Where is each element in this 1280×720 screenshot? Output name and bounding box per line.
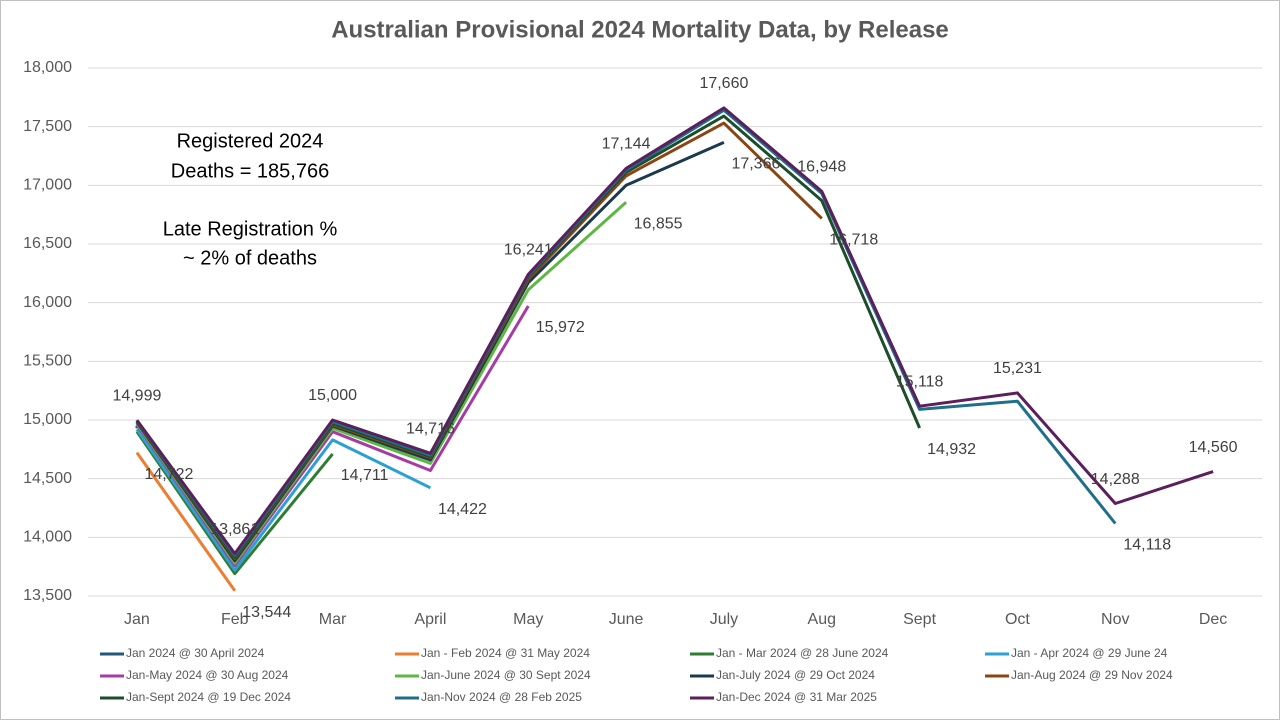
legend-label: Jan-May 2024 @ 30 Aug 2024: [126, 668, 289, 682]
data-label: 17,144: [602, 136, 651, 153]
data-label: 14,999: [112, 387, 161, 404]
legend-label: Jan-June 2024 @ 30 Sept 2024: [421, 668, 591, 682]
y-tick-label: 14,000: [23, 529, 72, 546]
data-label: 17,660: [699, 75, 748, 92]
annotation: Late Registration %: [163, 218, 338, 240]
legend-label: Jan-Aug 2024 @ 29 Nov 2024: [1011, 668, 1173, 682]
data-label: 14,711: [341, 467, 389, 484]
annotation: ~ 2% of deaths: [183, 247, 317, 269]
y-tick-label: 15,500: [23, 353, 72, 370]
series-line: [135, 428, 432, 572]
series-line: [135, 430, 334, 576]
data-label: 14,722: [144, 466, 193, 483]
x-tick-label: Jan: [124, 611, 150, 628]
y-tick-label: 18,000: [23, 59, 72, 76]
y-tick-label: 14,500: [23, 470, 72, 487]
data-label: 14,118: [1123, 537, 1171, 554]
annotation: Registered 2024: [177, 130, 324, 152]
y-tick-label: 17,500: [23, 118, 72, 135]
x-tick-label: Mar: [319, 611, 347, 628]
x-tick-label: June: [609, 611, 644, 628]
data-label: 15,972: [536, 319, 585, 336]
data-label: 14,716: [406, 421, 455, 438]
data-label: 14,932: [927, 441, 976, 458]
x-tick-label: Nov: [1101, 611, 1129, 628]
data-label: 16,855: [634, 216, 683, 233]
legend-label: Jan - Feb 2024 @ 31 May 2024: [421, 646, 590, 660]
data-label: 14,422: [438, 501, 487, 518]
data-label: 16,241: [504, 242, 553, 259]
legend-label: Jan - Apr 2024 @ 29 June 24: [1011, 646, 1168, 660]
x-tick-label: Feb: [221, 611, 249, 628]
data-label: 15,231: [993, 360, 1042, 377]
data-label: 15,000: [308, 387, 357, 404]
data-label: 15,118: [896, 373, 944, 390]
data-label: 13,544: [242, 604, 291, 621]
annotation: Deaths = 185,766: [171, 160, 329, 182]
data-label: 17,366: [731, 156, 780, 173]
chart-title: Australian Provisional 2024 Mortality Da…: [331, 16, 949, 43]
data-label: 16,948: [797, 159, 846, 176]
y-tick-label: 15,000: [23, 411, 72, 428]
y-tick-label: 16,000: [23, 294, 72, 311]
legend-label: Jan-Nov 2024 @ 28 Feb 2025: [421, 690, 582, 704]
x-tick-label: May: [513, 611, 543, 628]
x-tick-label: Aug: [808, 611, 836, 628]
data-label: 14,288: [1091, 471, 1140, 488]
series-line: [135, 141, 725, 563]
data-label: 14,560: [1189, 439, 1238, 456]
x-tick-label: Sept: [903, 611, 936, 628]
y-tick-label: 17,000: [23, 177, 72, 194]
legend-label: Jan - Mar 2024 @ 28 June 2024: [716, 646, 889, 660]
series-line: [135, 106, 1214, 556]
series-line: [135, 451, 237, 592]
legend-label: Jan-Dec 2024 @ 31 Mar 2025: [716, 690, 877, 704]
legend-label: Jan-Sept 2024 @ 19 Dec 2024: [126, 690, 291, 704]
x-tick-label: July: [710, 611, 738, 628]
x-tick-label: Oct: [1005, 611, 1030, 628]
legend-label: Jan-July 2024 @ 29 Oct 2024: [716, 668, 875, 682]
data-label: 13,861: [210, 521, 259, 538]
legend-label: Jan 2024 @ 30 April 2024: [126, 646, 265, 660]
x-tick-label: April: [414, 611, 446, 628]
y-tick-label: 13,500: [23, 587, 72, 604]
y-tick-label: 16,500: [23, 235, 72, 252]
x-tick-label: Dec: [1199, 611, 1227, 628]
data-label: 16,718: [829, 232, 878, 249]
